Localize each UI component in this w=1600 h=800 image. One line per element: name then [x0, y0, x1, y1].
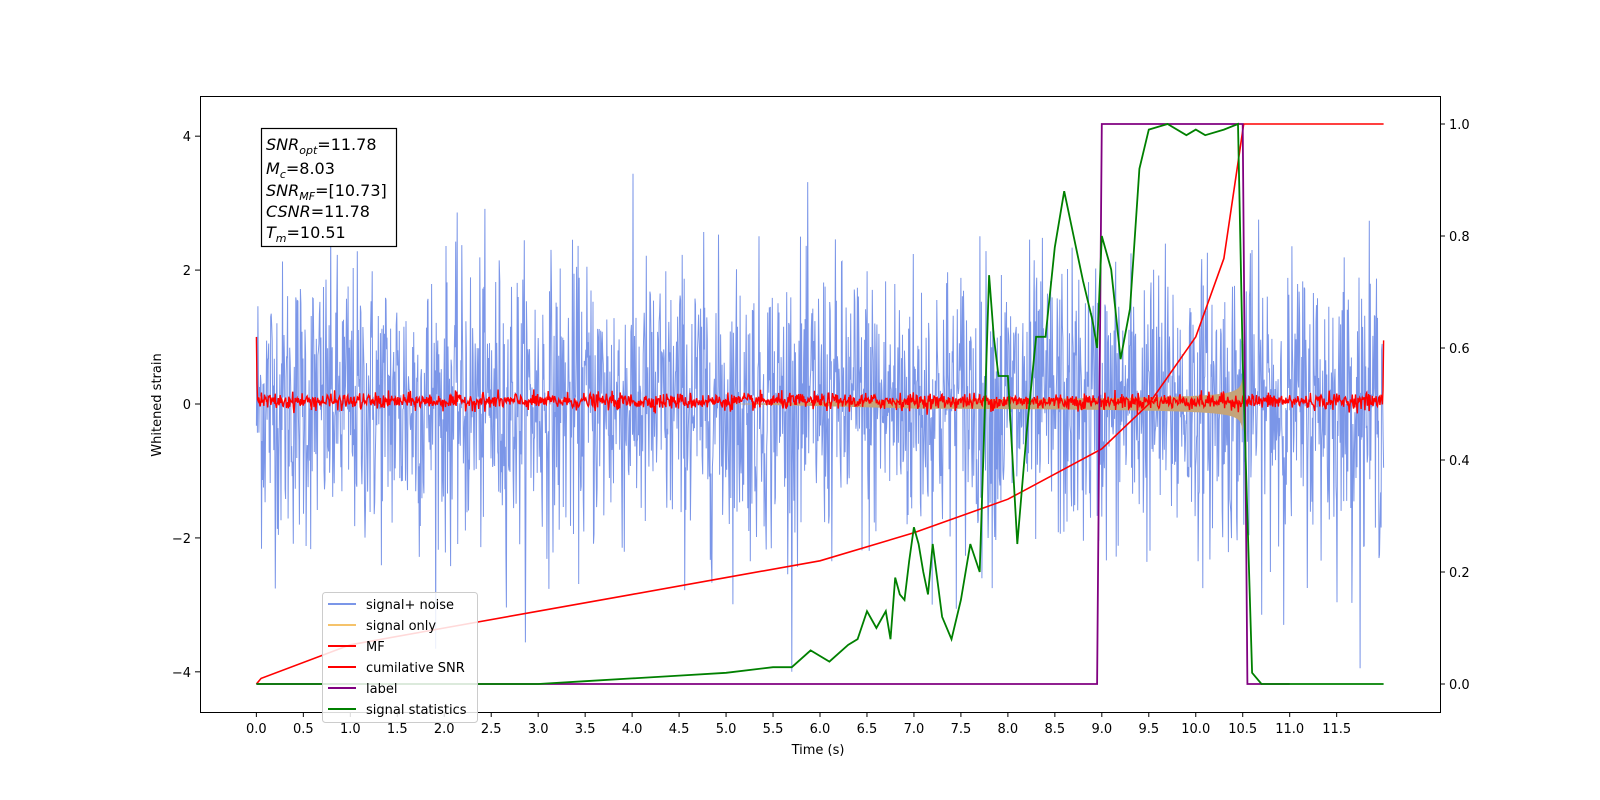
- x-tick-label: 7.0: [904, 722, 925, 737]
- y-tick-label: 4: [183, 130, 191, 145]
- x-tick-label: 9.5: [1138, 722, 1159, 737]
- legend-entry: signal+ noise: [366, 598, 454, 613]
- x-tick-label: 2.5: [481, 722, 502, 737]
- legend-entry: cumilative SNR: [366, 661, 465, 676]
- annotation-snr-mf: SNRMF=[10.73]: [266, 181, 387, 203]
- x-axis: 0.0 0.5 1.0 1.5 2.0 2.5 3.0 3.5 4.0 4.5 5.0 5.5 6.0 6…: [246, 712, 1351, 737]
- x-tick-label: 10.0: [1181, 722, 1210, 737]
- x-tick-label: 4.5: [669, 722, 690, 737]
- y2-tick-label: 1.0: [1449, 118, 1470, 133]
- x-tick-label: 3.5: [575, 722, 596, 737]
- x-tick-label: 4.0: [622, 722, 643, 737]
- annotation-box: SNRopt=11.78 Mc=8.03 SNRMF=[10.73] CSNR=…: [260, 127, 398, 248]
- annotation-mc: Mc=8.03: [266, 159, 335, 181]
- legend: signal+ noise signal only MF cumilative SNR…: [322, 592, 478, 723]
- x-axis-label: Time (s): [791, 743, 845, 758]
- legend-entry: label: [366, 682, 397, 697]
- legend-entry: signal only: [366, 619, 436, 634]
- y-tick-label: −2: [172, 532, 191, 547]
- x-tick-label: 11.0: [1275, 722, 1304, 737]
- x-tick-label: 10.5: [1228, 722, 1257, 737]
- annotation-tm: Tm=10.51: [266, 223, 346, 245]
- x-tick-label: 6.0: [810, 722, 831, 737]
- y-axis-right: 0.0 0.2 0.4 0.6 0.8 1.0: [1440, 118, 1470, 693]
- y2-tick-label: 0.6: [1449, 342, 1470, 357]
- y-axis-label: Whitened strain: [150, 353, 165, 456]
- y-tick-label: −4: [172, 666, 191, 681]
- annotation-csnr: CSNR=11.78: [266, 202, 370, 221]
- x-tick-label: 5.5: [763, 722, 784, 737]
- x-tick-label: 0.0: [246, 722, 267, 737]
- y2-tick-label: 0.0: [1449, 678, 1470, 693]
- x-tick-label: 2.0: [434, 722, 455, 737]
- x-tick-label: 5.0: [716, 722, 737, 737]
- y2-tick-label: 0.4: [1449, 454, 1470, 469]
- x-tick-label: 3.0: [528, 722, 549, 737]
- x-tick-label: 6.5: [857, 722, 878, 737]
- y-tick-label: 2: [183, 264, 191, 279]
- y2-tick-label: 0.2: [1449, 566, 1470, 581]
- x-tick-label: 8.0: [998, 722, 1019, 737]
- y2-tick-label: 0.8: [1449, 230, 1470, 245]
- legend-entry: signal statistics: [366, 703, 467, 718]
- series-signal-statistics: [256, 122, 1384, 685]
- x-tick-label: 9.0: [1091, 722, 1112, 737]
- x-tick-label: 7.5: [951, 722, 972, 737]
- series-label: [256, 123, 1290, 685]
- x-tick-label: 8.5: [1045, 722, 1066, 737]
- x-tick-label: 0.5: [293, 722, 314, 737]
- y-axis-left: −4 −2 0 2 4: [172, 130, 200, 681]
- y-tick-label: 0: [183, 398, 191, 413]
- series-signal-noise: [255, 173, 1385, 672]
- annotation-snr-opt: SNRopt=11.78: [266, 135, 377, 157]
- x-tick-label: 1.5: [387, 722, 408, 737]
- x-tick-label: 1.0: [340, 722, 361, 737]
- legend-entry: MF: [366, 640, 385, 655]
- series-mf: [255, 336, 1385, 415]
- x-tick-label: 11.5: [1322, 722, 1351, 737]
